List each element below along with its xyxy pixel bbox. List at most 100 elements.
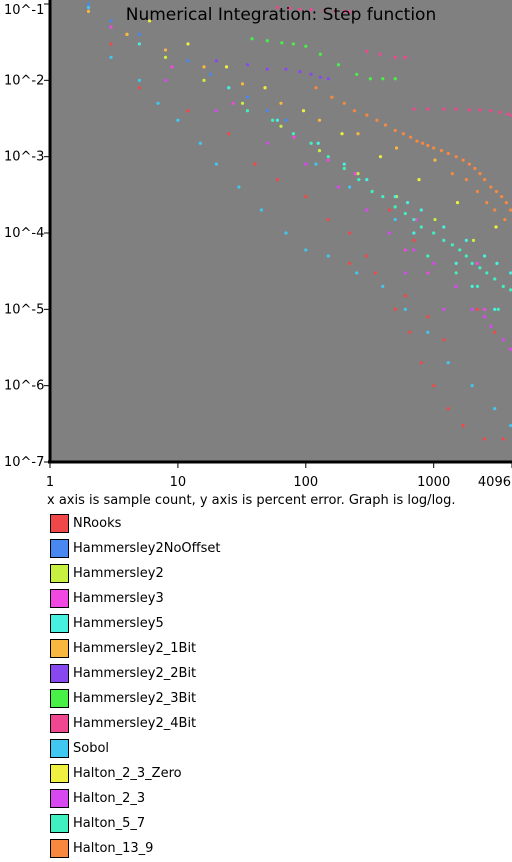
data-point (275, 5, 280, 10)
legend-swatch (50, 838, 69, 858)
data-point (461, 158, 465, 162)
data-point (298, 70, 302, 74)
data-point (473, 166, 477, 171)
data-point (393, 77, 397, 81)
data-point (509, 271, 512, 275)
data-point (409, 135, 413, 139)
data-point (509, 288, 512, 292)
data-point (489, 109, 493, 113)
data-point (340, 132, 344, 136)
data-point (253, 162, 257, 166)
data-point (394, 146, 399, 150)
legend-swatch (50, 638, 69, 658)
data-point (202, 65, 206, 69)
legend-label: Hammersley2_2Bit (73, 665, 197, 681)
data-point (291, 42, 295, 46)
data-point (432, 231, 436, 235)
data-point (426, 254, 430, 258)
legend-label: Halton_2_3_Zero (73, 765, 182, 781)
data-point (245, 109, 250, 113)
data-point (482, 307, 487, 311)
legend-swatch (50, 588, 69, 608)
legend-label: Halton_5_7 (73, 815, 146, 831)
data-point (137, 78, 141, 82)
data-point (454, 155, 458, 159)
data-point (109, 55, 113, 59)
data-point (412, 107, 416, 111)
legend-swatch (50, 663, 69, 683)
data-point (186, 59, 190, 63)
series-halton-2-3-zero (147, 19, 498, 229)
legend-swatch (50, 538, 69, 558)
data-point (494, 225, 498, 229)
legend-label: Halton_2_3 (73, 790, 146, 806)
data-point (433, 158, 437, 162)
data-point (412, 231, 416, 235)
data-point (454, 261, 458, 265)
data-point (439, 149, 444, 153)
data-point (426, 271, 430, 275)
legend-label: Hammersley5 (73, 615, 164, 631)
data-point (412, 217, 416, 222)
series-halton-13-9 (314, 86, 512, 222)
legend-label: Hammersley2_1Bit (73, 640, 197, 656)
series-hammersley2-4bit (275, 5, 512, 117)
data-point (109, 42, 113, 46)
data-point (493, 330, 497, 334)
data-point (464, 178, 468, 182)
data-point (284, 118, 288, 122)
data-point (326, 254, 330, 258)
legend-item: Halton_2_3 (50, 788, 145, 808)
data-point (265, 67, 269, 71)
data-point (373, 271, 377, 275)
data-point (317, 149, 322, 153)
data-point (403, 294, 407, 298)
data-point (442, 307, 446, 311)
data-point (482, 315, 487, 319)
data-point (176, 118, 180, 122)
plot-background (50, 0, 512, 462)
legend-swatch (50, 513, 69, 533)
legend-label: NRooks (73, 515, 122, 531)
legend-item: Halton_2_3_Zero (50, 763, 182, 783)
data-point (86, 9, 91, 13)
data-point (381, 284, 385, 288)
data-point (432, 384, 436, 388)
chart-title: Numerical Integration: Step function (126, 5, 436, 25)
legend-swatch (50, 613, 69, 633)
data-point (275, 178, 280, 182)
data-point (383, 123, 388, 127)
data-point (336, 63, 341, 67)
data-point (471, 238, 476, 242)
data-point (292, 135, 296, 139)
legend-item: Hammersley5 (50, 613, 164, 633)
legend-swatch (50, 713, 69, 733)
data-point (342, 166, 346, 171)
data-point (475, 307, 480, 311)
data-point (509, 208, 512, 212)
data-point (309, 72, 313, 76)
data-point (342, 162, 346, 166)
data-point (464, 254, 468, 258)
data-point (458, 248, 462, 252)
data-point (500, 194, 504, 199)
data-point (426, 330, 430, 334)
data-point (245, 63, 250, 67)
data-point (470, 261, 474, 265)
data-point (498, 110, 502, 115)
data-point (482, 437, 487, 441)
data-point (163, 78, 168, 82)
data-point (309, 141, 313, 145)
data-point (265, 39, 269, 43)
data-point (326, 158, 330, 162)
data-point (454, 284, 458, 288)
data-point (470, 284, 474, 288)
legend-swatch (50, 813, 69, 833)
series-sobol (86, 5, 512, 428)
data-point (263, 86, 267, 90)
data-point (370, 189, 374, 194)
legend-item: Hammersley3 (50, 588, 164, 608)
data-point (365, 113, 369, 117)
data-point (446, 407, 450, 411)
data-point (403, 211, 407, 216)
